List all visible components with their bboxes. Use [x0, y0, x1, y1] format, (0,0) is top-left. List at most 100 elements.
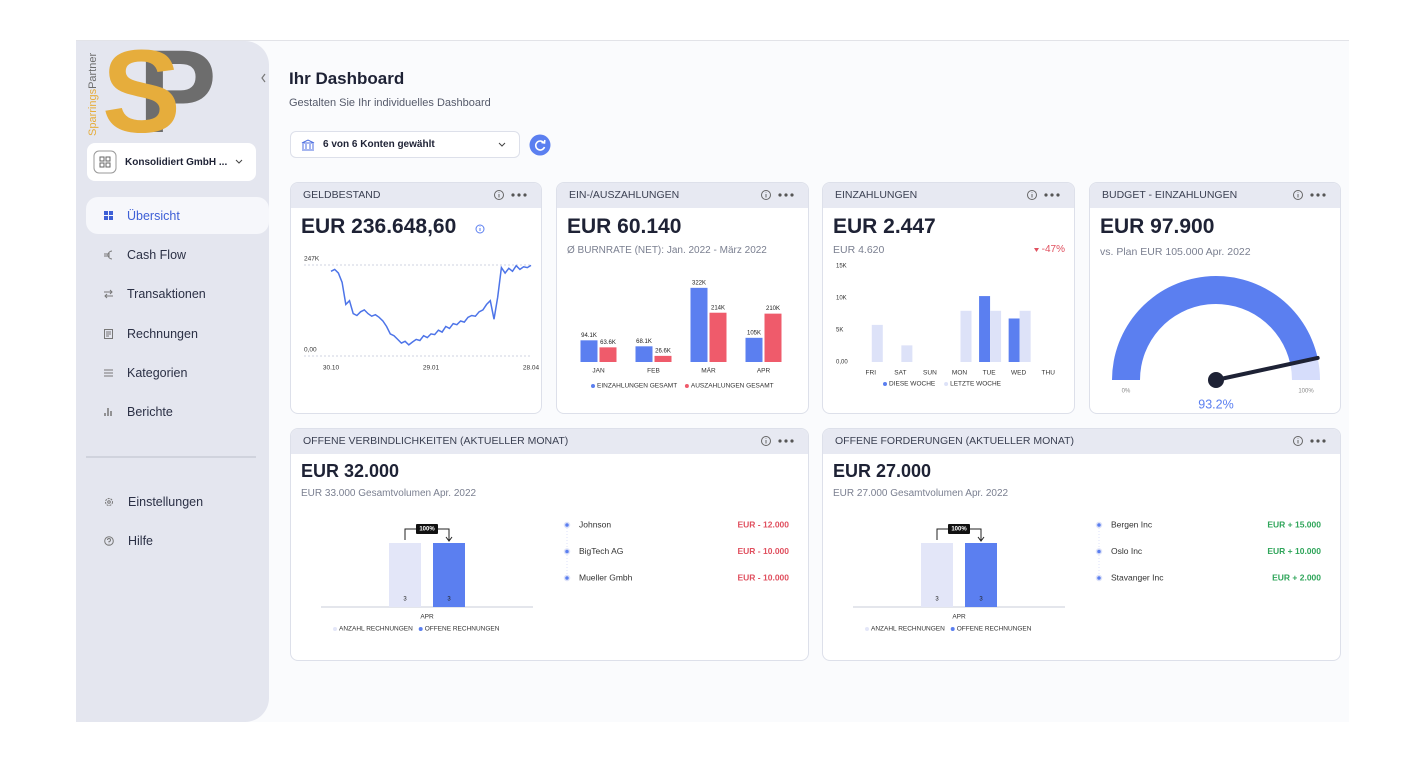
- menu-dot[interactable]: [511, 193, 515, 197]
- nav-label: Cash Flow: [127, 247, 187, 262]
- bar: [990, 310, 1002, 362]
- account-select[interactable]: 6 von 6 Konten gewählt: [290, 131, 520, 158]
- nav-item[interactable]: Transaktionen: [86, 275, 269, 312]
- nav-label: Hilfe: [128, 533, 154, 548]
- chart: APR 3 3 100% ANZAHL RECHNUNGEN OFFENE RECHNUN…: [853, 519, 1321, 633]
- list-marker: [563, 521, 571, 529]
- nav-item[interactable]: Einstellungen: [86, 483, 269, 520]
- card-actions: [761, 190, 794, 200]
- account-label: 6 von 6 Konten gewählt: [323, 139, 435, 150]
- menu-dot[interactable]: [517, 193, 521, 197]
- amount: EUR 97.900: [1100, 215, 1215, 238]
- card-title: OFFENE VERBINDLICHKEITEN (AKTUELLER MONA…: [291, 429, 808, 454]
- list-amount: EUR - 10.000: [738, 572, 790, 582]
- menu-dot[interactable]: [1056, 193, 1060, 197]
- x-tick-label: 30.10: [323, 365, 340, 372]
- nav-label: Rechnungen: [127, 326, 198, 341]
- nav-item[interactable]: Kategorien: [86, 354, 269, 391]
- menu-dot[interactable]: [778, 193, 782, 197]
- subtitle: vs. Plan EUR 105.000 Apr. 2022: [1100, 246, 1251, 258]
- menu-dot[interactable]: [1310, 193, 1314, 197]
- x-tick-label: 29.01: [423, 365, 440, 372]
- annotation-arrow: [445, 536, 453, 542]
- top-border: [76, 40, 1349, 41]
- menu-dot[interactable]: [778, 439, 782, 443]
- menu-dot[interactable]: [523, 193, 527, 197]
- card-actions: [761, 436, 794, 446]
- annotation: 100%: [951, 527, 967, 533]
- x-tick-label: SUN: [923, 370, 937, 377]
- tick-label: 100%: [1298, 389, 1314, 395]
- list-name: Bergen Inc: [1111, 519, 1153, 529]
- x-tick-label: MON: [952, 370, 967, 377]
- info-icon[interactable]: [1293, 190, 1303, 200]
- company-select[interactable]: Konsolidiert GmbH ...: [87, 143, 256, 181]
- nav-item[interactable]: Rechnungen: [86, 315, 269, 352]
- legend-label: EINZAHLUNGEN GESAMT: [597, 383, 677, 390]
- legend-label: OFFENE RECHNUNGEN: [957, 626, 1032, 633]
- chevron: [498, 142, 506, 147]
- menu-dot[interactable]: [1044, 193, 1048, 197]
- menu-dot[interactable]: [1316, 439, 1320, 443]
- annotation-box: [416, 524, 438, 534]
- card: EINZAHLUNGEN EUR 2.447 EUR 4.620 -47% 0,…: [822, 182, 1075, 414]
- sidebar: P S SparringsPartner Konsolidiert GmbH .…: [76, 41, 269, 722]
- x-tick-label: JAN: [592, 368, 605, 375]
- bar: [635, 346, 653, 362]
- menu-dot[interactable]: [1322, 439, 1326, 443]
- info-icon[interactable]: [494, 190, 504, 200]
- menu-dot[interactable]: [1310, 439, 1314, 443]
- list-marker: [563, 548, 571, 555]
- legend-marker: [418, 627, 423, 631]
- nav-item[interactable]: Cash Flow: [86, 236, 269, 273]
- collapse-icon[interactable]: [261, 73, 266, 83]
- page-title: Ihr Dashboard: [289, 69, 405, 88]
- menu-dot[interactable]: [790, 439, 794, 443]
- list-name: Mueller Gmbh: [579, 572, 633, 582]
- menu-dot[interactable]: [790, 193, 794, 197]
- nav-item[interactable]: Übersicht: [86, 197, 269, 234]
- nav-icon: [104, 250, 113, 259]
- list-amount: EUR + 15.000: [1267, 519, 1321, 529]
- gauge-value: 93.2%: [1198, 397, 1233, 411]
- chevron: [235, 159, 243, 164]
- annotation-arrow: [977, 536, 985, 542]
- company-icon: [93, 150, 117, 174]
- x-tick-label: FEB: [647, 368, 660, 375]
- nav-label: Kategorien: [127, 365, 188, 380]
- legend-marker: [865, 627, 869, 631]
- menu-dot[interactable]: [784, 193, 788, 197]
- bar: [764, 313, 782, 362]
- list-amount: EUR - 10.000: [738, 546, 790, 556]
- nav-icon: [104, 369, 113, 376]
- down-arrow: [1033, 247, 1039, 252]
- bar: [745, 337, 763, 362]
- x-tick-label: 28.04: [523, 365, 540, 372]
- card-actions: [494, 190, 527, 200]
- menu-dot[interactable]: [1050, 193, 1054, 197]
- menu-dot[interactable]: [1316, 193, 1320, 197]
- nav-icon: [104, 328, 113, 339]
- list-marker: [563, 574, 571, 582]
- info-icon[interactable]: [475, 224, 485, 234]
- bar: [580, 340, 598, 362]
- subtitle: EUR 33.000 Gesamtvolumen Apr. 2022: [301, 488, 477, 499]
- info-icon[interactable]: [1027, 190, 1037, 200]
- nav-item[interactable]: Hilfe: [86, 522, 269, 559]
- info-icon[interactable]: [761, 436, 771, 446]
- legend-marker: [333, 627, 337, 631]
- card-actions: [1293, 190, 1326, 200]
- bank-icon: [301, 138, 315, 150]
- info-icon[interactable]: [1293, 436, 1303, 446]
- legend-label: ANZAHL RECHNUNGEN: [871, 626, 945, 633]
- menu-dot[interactable]: [1322, 193, 1326, 197]
- refresh-button[interactable]: [529, 134, 551, 156]
- legend-label: DIESE WOCHE: [889, 381, 936, 388]
- nav-item[interactable]: Berichte: [86, 393, 269, 430]
- legend-label: ANZAHL RECHNUNGEN: [339, 626, 413, 633]
- logo-letter: P: [138, 41, 217, 141]
- legend-label: OFFENE RECHNUNGEN: [425, 626, 500, 633]
- info-icon[interactable]: [761, 190, 771, 200]
- menu-dot[interactable]: [784, 439, 788, 443]
